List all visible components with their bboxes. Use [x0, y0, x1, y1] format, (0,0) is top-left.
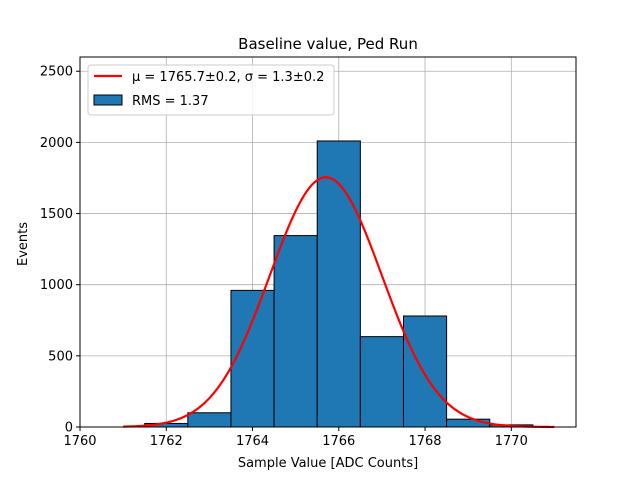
y-axis-label: Events — [16, 222, 31, 266]
histogram-bar — [316, 140, 361, 428]
chart-title: Baseline value, Ped Run — [238, 35, 418, 53]
x-tick-label: 1766 — [322, 434, 355, 449]
histogram-bar — [273, 235, 318, 428]
y-tick-label: 1500 — [40, 207, 73, 222]
x-axis-label: Sample Value [ADC Counts] — [238, 456, 418, 471]
x-axis-ticks: 1760 1762 1764 1766 1768 1770 — [63, 427, 528, 449]
plot-frame — [79, 56, 577, 428]
y-tick-label: 0 — [65, 421, 73, 436]
histogram-bar — [187, 412, 232, 428]
legend-fit-label: μ = 1765.7±0.2, σ = 1.3±0.2 — [132, 70, 324, 85]
y-tick-label: 2500 — [40, 65, 73, 80]
y-tick-label: 1000 — [40, 278, 73, 293]
x-tick-label: 1760 — [63, 434, 96, 449]
x-tick-label: 1768 — [408, 434, 441, 449]
gaussian-fit — [123, 176, 555, 429]
gaussian-fit-curve — [123, 176, 555, 429]
legend-histogram-label: RMS = 1.37 — [132, 94, 209, 109]
y-tick-label: 2000 — [40, 136, 73, 151]
legend-histogram-swatch — [93, 94, 123, 106]
y-axis-ticks: 0 500 1000 1500 2000 2500 — [40, 65, 80, 436]
histogram-bar — [402, 315, 448, 428]
x-tick-label: 1764 — [236, 434, 269, 449]
legend: μ = 1765.7±0.2, σ = 1.3±0.2 RMS = 1.37 — [87, 64, 335, 116]
histogram-bar — [359, 336, 404, 428]
x-tick-label: 1770 — [495, 434, 528, 449]
histogram-bar — [230, 289, 275, 428]
y-tick-label: 500 — [48, 349, 73, 364]
x-tick-label: 1762 — [150, 434, 183, 449]
histogram-bars — [144, 140, 534, 428]
legend-box — [87, 64, 335, 116]
